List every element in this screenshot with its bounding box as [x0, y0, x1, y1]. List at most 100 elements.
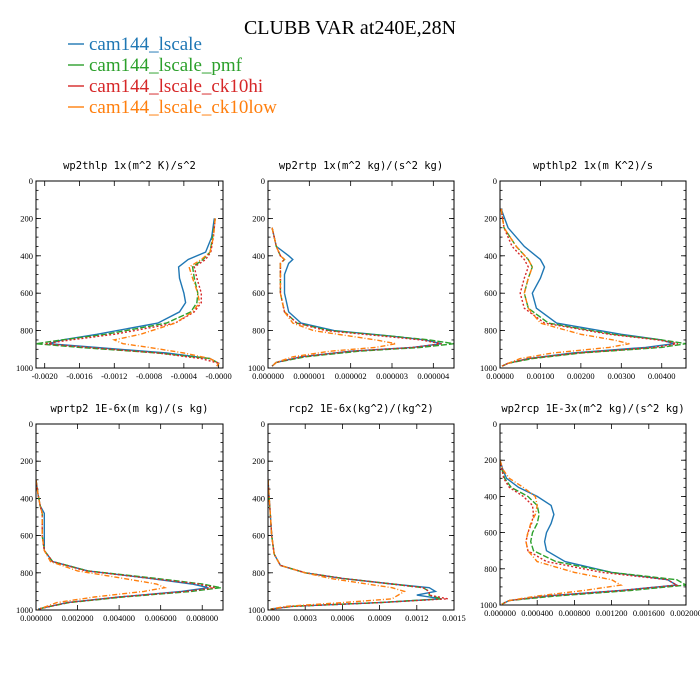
plot-frame [35, 180, 224, 369]
x-tick-label: 0.00300 [607, 371, 635, 381]
series-line [500, 208, 630, 367]
y-tick-label: 1000 [480, 363, 497, 373]
series-line [271, 227, 397, 367]
y-tick-label: 200 [484, 213, 497, 223]
y-tick-label: 800 [252, 326, 265, 336]
y-tick-label: 1000 [16, 605, 33, 615]
x-tick-label: 0.001200 [596, 608, 628, 618]
panel: wp2rtp 1x(m^2 kg)/(s^2 kg) 0 200 400 600 800 1… [248, 160, 455, 381]
x-tick-label: 0.00200 [567, 371, 595, 381]
y-tick-label: 600 [252, 531, 265, 541]
y-tick-label: 600 [484, 528, 497, 538]
y-tick-label: 0 [261, 176, 265, 186]
x-tick-label: -0.0000 [206, 371, 232, 381]
series-line [268, 479, 442, 610]
legend-item: cam144_lscale_ck10low [68, 97, 277, 118]
y-tick-label: 800 [484, 564, 497, 574]
series-line [500, 208, 686, 367]
legend-item: cam144_lscale_ck10hi [68, 76, 263, 97]
x-tick-label: -0.0008 [136, 371, 162, 381]
x-tick-label: 0.000800 [558, 608, 590, 618]
x-tick-label: -0.0012 [101, 371, 127, 381]
y-tick-label: 200 [252, 456, 265, 466]
y-tick-label: 0 [493, 176, 497, 186]
x-tick-label: 0.000001 [293, 371, 325, 381]
legend-label: cam144_lscale [89, 34, 202, 55]
plot-frame [267, 423, 455, 611]
series-line [268, 479, 448, 610]
panels: wp2thlp 1x(m^2 K)/s^2 0 200 400 600 800 1000 -0… [16, 160, 700, 623]
panel-title: wpthlp2 1x(m K^2)/s [533, 160, 653, 172]
series-line [268, 479, 407, 610]
y-tick-label: 0 [493, 419, 497, 429]
y-tick-label: 1000 [248, 363, 265, 373]
x-tick-label: 0.0015 [442, 613, 465, 623]
x-tick-label: 0.008000 [186, 613, 218, 623]
series-line [500, 459, 679, 605]
plot-frame [499, 180, 687, 369]
y-tick-label: 600 [20, 288, 33, 298]
y-tick-label: 200 [484, 455, 497, 465]
series-line [36, 218, 220, 367]
x-tick-label: 0.0009 [368, 613, 391, 623]
series-group [268, 479, 448, 610]
panel-title: rcp2 1E-6x(kg^2)/(kg^2) [288, 403, 433, 415]
y-tick-label: 1000 [480, 600, 497, 610]
series-group [36, 479, 222, 610]
x-tick-label: 0.000000 [252, 371, 284, 381]
y-tick-label: 200 [20, 456, 33, 466]
y-tick-label: 1000 [248, 605, 265, 615]
series-group [500, 459, 686, 605]
y-tick-label: 0 [261, 419, 265, 429]
plot-frame [35, 423, 224, 611]
panel: rcp2 1E-6x(kg^2)/(kg^2) 0 200 400 600 800 1000… [248, 403, 466, 623]
panel-title: wprtp2 1E-6x(m kg)/(s kg) [50, 403, 208, 415]
series-line [44, 218, 220, 367]
series-line [500, 208, 679, 367]
plot-frame [267, 180, 455, 369]
series-line [48, 218, 220, 367]
panel-title: wp2rtp 1x(m^2 kg)/(s^2 kg) [279, 160, 443, 172]
legend-item: cam144_lscale_pmf [68, 55, 243, 76]
legend-label: cam144_lscale_ck10hi [89, 76, 263, 97]
y-tick-label: 800 [20, 326, 33, 336]
x-tick-label: -0.0004 [171, 371, 198, 381]
x-tick-label: 0.001600 [633, 608, 665, 618]
series-line [500, 460, 679, 605]
y-tick-label: 0 [29, 176, 33, 186]
x-tick-label: 0.000400 [521, 608, 553, 618]
y-tick-label: 200 [20, 213, 33, 223]
y-tick-label: 200 [252, 213, 265, 223]
y-tick-label: 400 [484, 251, 497, 261]
y-tick-label: 800 [484, 326, 497, 336]
x-tick-label: 0.000003 [376, 371, 408, 381]
series-line [36, 479, 168, 610]
series-line [112, 218, 220, 367]
series-line [36, 479, 215, 610]
panel: wp2rcp 1E-3x(m^2 kg)/(s^2 kg) 0 200 400 600 8… [480, 403, 700, 618]
series-line [36, 479, 209, 610]
x-tick-label: 0.000004 [417, 371, 450, 381]
x-tick-label: 0.002000 [670, 608, 700, 618]
legend: cam144_lscalecam144_lscale_pmfcam144_lsc… [68, 34, 277, 118]
y-tick-label: 400 [484, 491, 497, 501]
y-tick-label: 400 [252, 493, 265, 503]
x-tick-label: 0.0003 [294, 613, 317, 623]
legend-item: cam144_lscale [68, 34, 202, 55]
panel-title: wp2thlp 1x(m^2 K)/s^2 [63, 160, 196, 172]
y-tick-label: 600 [20, 531, 33, 541]
x-tick-label: 0.006000 [145, 613, 177, 623]
series-line [500, 460, 686, 605]
x-tick-label: -0.0016 [66, 371, 92, 381]
legend-label: cam144_lscale_ck10low [89, 97, 277, 118]
figure-title: CLUBB VAR at240E,28N [244, 17, 456, 39]
x-tick-label: 0.00400 [648, 371, 676, 381]
y-tick-label: 1000 [16, 363, 33, 373]
x-tick-label: 0.002000 [62, 613, 94, 623]
y-tick-label: 400 [20, 493, 33, 503]
y-tick-label: 600 [484, 288, 497, 298]
y-tick-label: 800 [252, 568, 265, 578]
y-tick-label: 800 [20, 568, 33, 578]
y-tick-label: 400 [20, 251, 33, 261]
